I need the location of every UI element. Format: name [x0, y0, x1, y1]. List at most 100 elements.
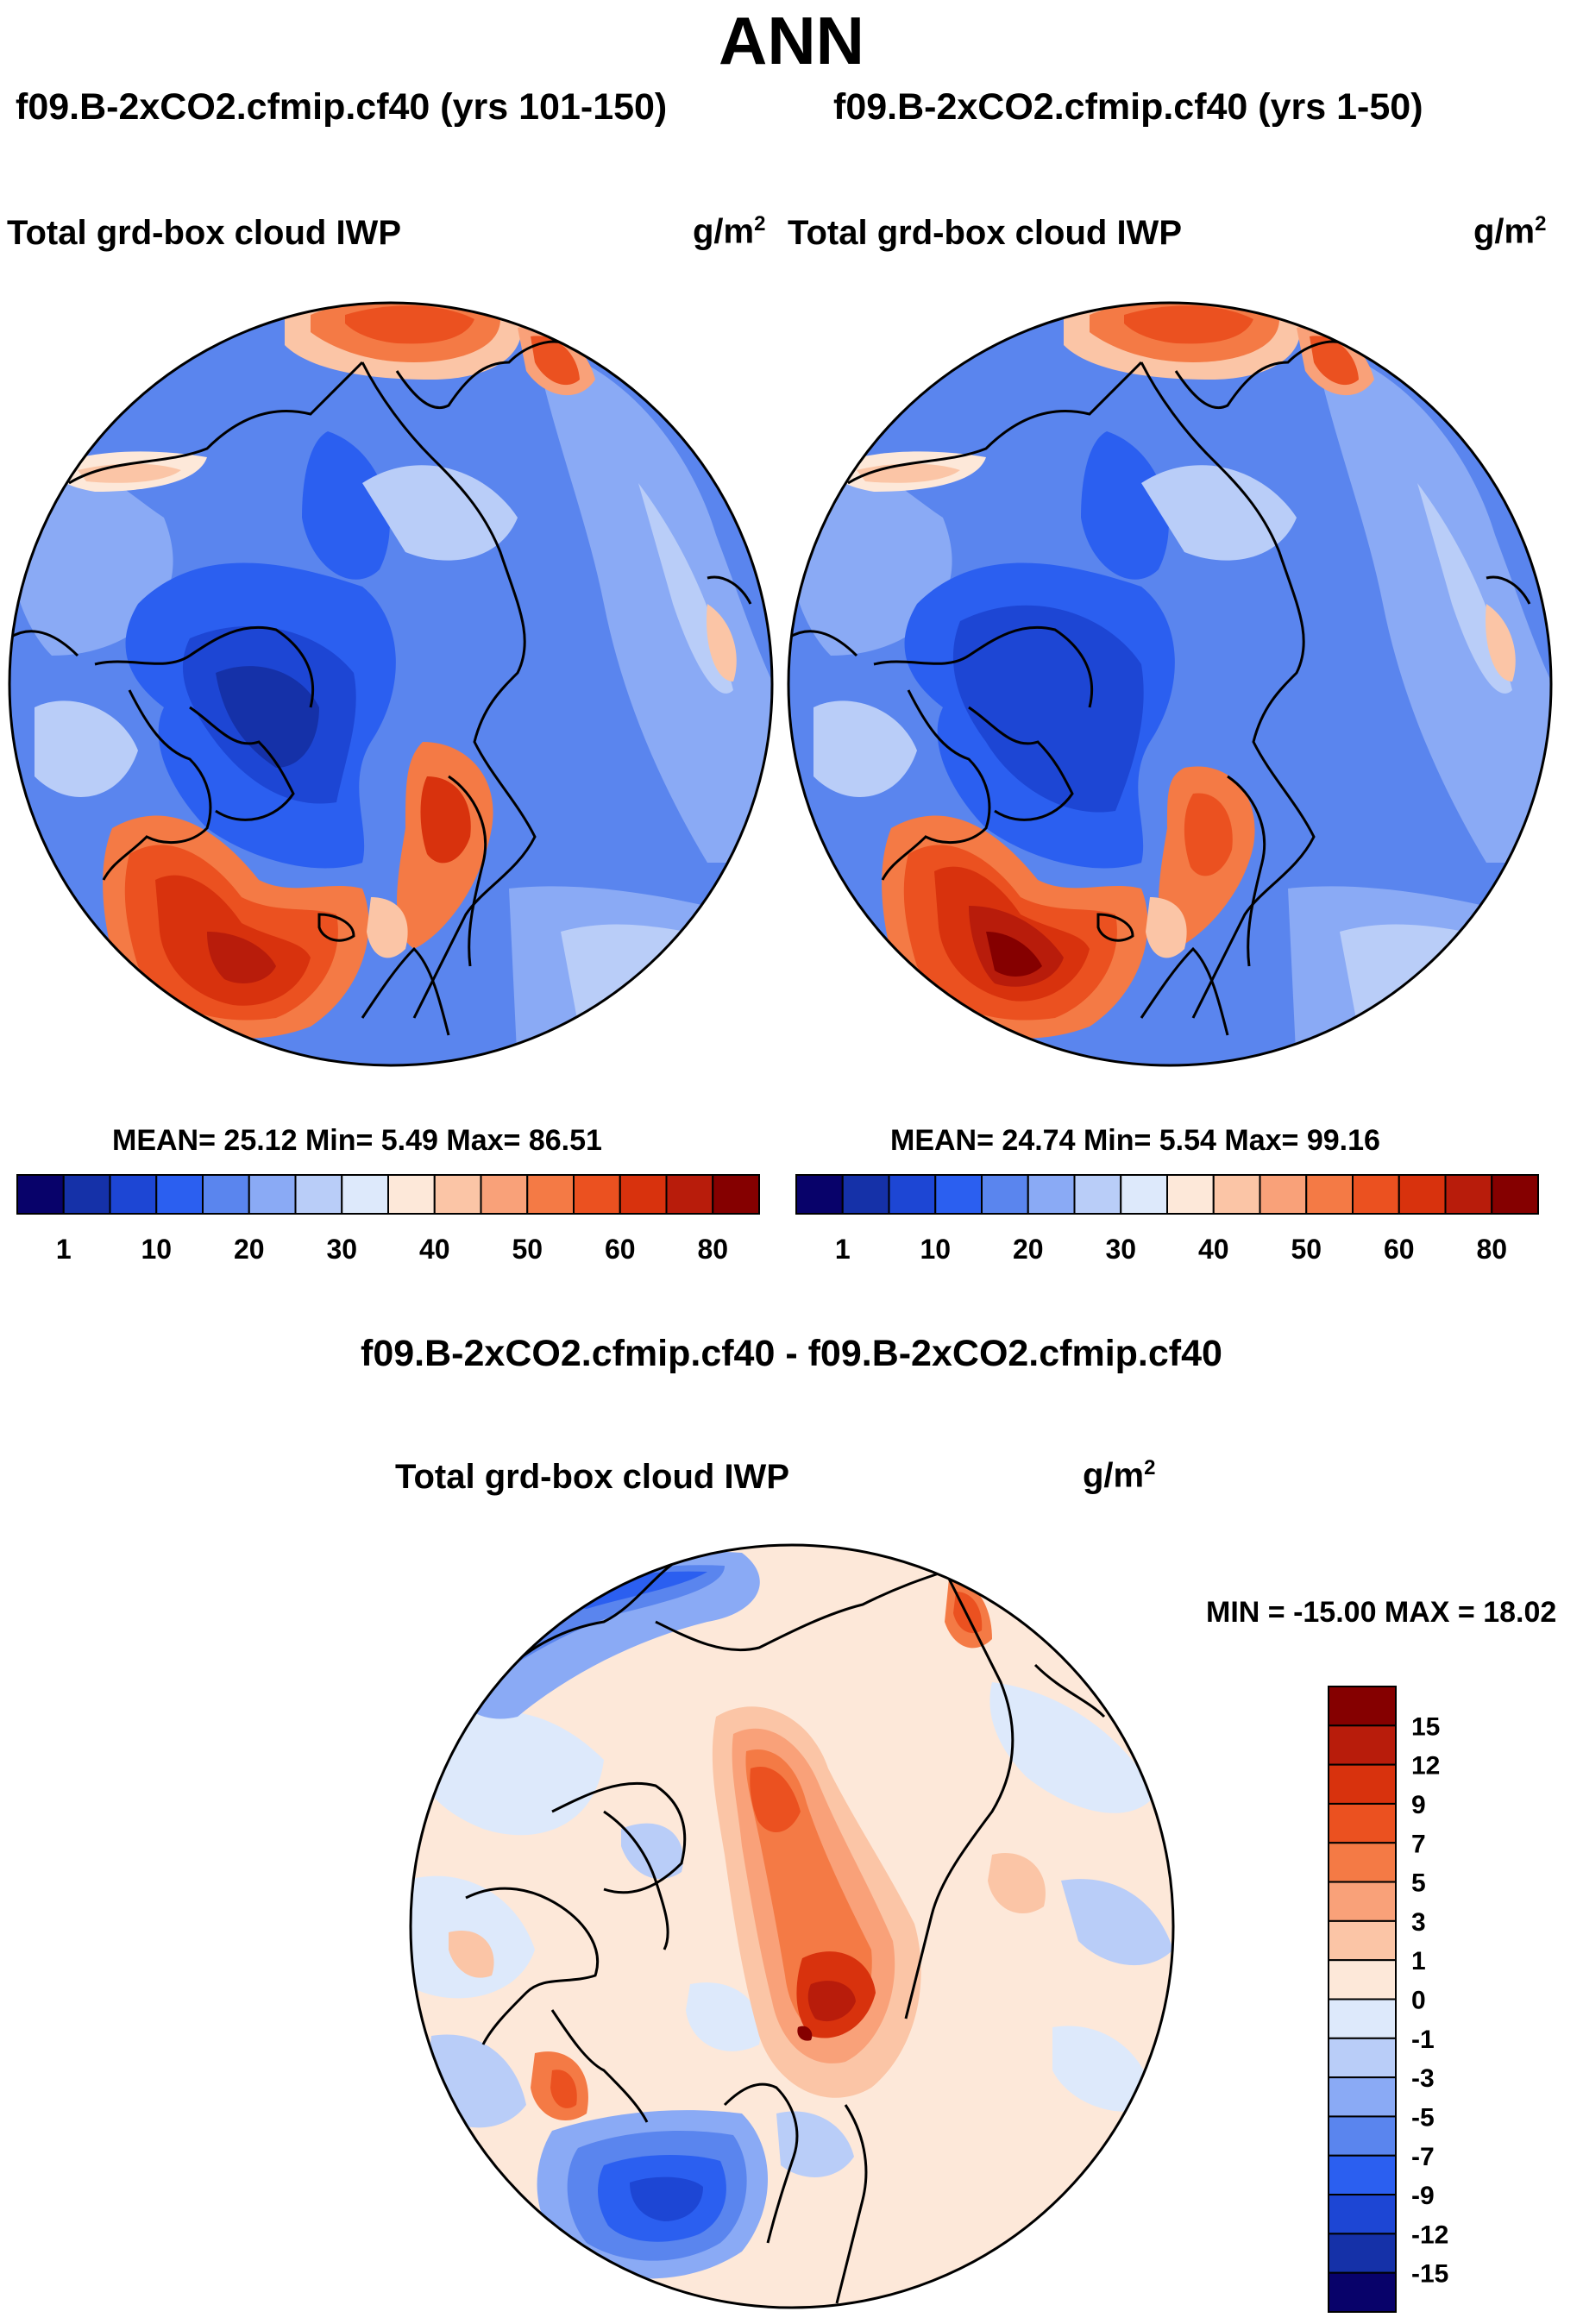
diff-colorbar-tick-label: -3: [1411, 2064, 1435, 2093]
panel2-coastlines: [788, 340, 1531, 1036]
panel1-colorbar-tick-label: 80: [697, 1234, 728, 1265]
diff-map: [411, 1545, 1173, 2308]
panel2-colorbar-tick-label: 40: [1198, 1234, 1229, 1265]
panel2-colorbar-box: [841, 1174, 890, 1215]
diff-colorbar-box: [1328, 1842, 1397, 1883]
diff-colorbar-box: [1328, 2076, 1397, 2118]
panel1-title: f09.B-2xCO2.cfmip.cf40 (yrs 101-150): [16, 86, 668, 128]
diff-colorbar-box: [1328, 1802, 1397, 1844]
panel2-colorbar-box: [1259, 1174, 1308, 1215]
panel2-colorbar-box: [795, 1174, 844, 1215]
panel2-colorbar-box: [1491, 1174, 1539, 1215]
panel1-coastlines: [9, 340, 752, 1036]
panel2-colorbar-box: [1073, 1174, 1122, 1215]
diff-colorbar-tick-label: 1: [1411, 1947, 1426, 1975]
panel2-units: g/m2: [1473, 212, 1547, 251]
panel2-colorbar-box: [1166, 1174, 1215, 1215]
diff-colorbar-box: [1328, 2037, 1397, 2079]
diff-title: f09.B-2xCO2.cfmip.cf40 - f09.B-2xCO2.cfm…: [361, 1333, 1222, 1374]
panel1-colorbar-box: [480, 1174, 529, 1215]
panel1-colorbar-tick-label: 1: [56, 1234, 72, 1265]
panel2-colorbar-box: [1212, 1174, 1261, 1215]
panel1-colorbar-box: [387, 1174, 436, 1215]
diff-colorbar-box: [1328, 1959, 1397, 2001]
panel2-colorbar: 1 10 20 30 40 50 60 80: [795, 1174, 1539, 1265]
diff-colorbar-tick-label: -5: [1411, 2103, 1435, 2132]
panel2-map-border: [787, 301, 1553, 1067]
panel2-colorbar-box: [934, 1174, 983, 1215]
panel2-colorbar-box: [1120, 1174, 1168, 1215]
diff-colorbar-tick-label: -7: [1411, 2143, 1435, 2171]
panel1-colorbar-box: [248, 1174, 297, 1215]
panel2-colorbar-tick-label: 80: [1476, 1234, 1507, 1265]
panel1-colorbar-box: [16, 1174, 65, 1215]
panel2-colorbar-box: [981, 1174, 1029, 1215]
diff-colorbar-box: [1328, 1763, 1397, 1805]
panel2-stats: MEAN= 24.74 Min= 5.54 Max= 99.16: [890, 1124, 1380, 1157]
panel1-colorbar-box: [433, 1174, 482, 1215]
panel1-field-label: Total grd-box cloud IWP: [7, 214, 401, 252]
panel1-colorbar-tick-label: 50: [512, 1234, 543, 1265]
diff-colorbar-box: [1328, 2115, 1397, 2157]
diff-colorbar-tick-label: -1: [1411, 2026, 1435, 2054]
panel1-colorbar-box: [155, 1174, 204, 1215]
diff-colorbar-tick-label: -15: [1411, 2260, 1448, 2289]
panel2-map: [788, 303, 1551, 1065]
panel1-colorbar-box: [712, 1174, 760, 1215]
diff-stats: MIN = -15.00 MAX = 18.02: [1206, 1596, 1557, 1629]
panel1-colorbar-tick-label: 40: [419, 1234, 450, 1265]
figure-title: ANN: [719, 3, 864, 79]
panel1-units: g/m2: [693, 212, 766, 251]
panel1-map-border: [8, 301, 774, 1067]
panel2-colorbar-box: [888, 1174, 937, 1215]
diff-colorbar-tick-label: 0: [1411, 1987, 1426, 2015]
diff-colorbar-box: [1328, 1998, 1397, 2039]
panel1-colorbar-box: [665, 1174, 714, 1215]
panel1-colorbar-box: [294, 1174, 343, 1215]
panel1-colorbar-box: [62, 1174, 111, 1215]
panel1-colorbar-tick-label: 60: [605, 1234, 636, 1265]
panel1-stats: MEAN= 25.12 Min= 5.49 Max= 86.51: [112, 1124, 602, 1157]
diff-colorbar-tick-label: 5: [1411, 1869, 1426, 1898]
diff-coastlines: [465, 1551, 1106, 2304]
diff-colorbar-tick-label: -12: [1411, 2220, 1448, 2249]
diff-colorbar-tick-label: 12: [1411, 1752, 1440, 1781]
diff-colorbar-tick-label: 9: [1411, 1791, 1426, 1819]
panel2-colorbar-tick-label: 50: [1291, 1234, 1322, 1265]
panel1-colorbar-box: [526, 1174, 575, 1215]
panel1-colorbar-tick-label: 10: [141, 1234, 172, 1265]
diff-map-border: [409, 1543, 1175, 2309]
diff-colorbar: 15 12 9 7 5 3 1 0 -1 -3 -5 -7 -9 -12 -15: [1328, 1686, 1448, 2313]
diff-colorbar-box: [1328, 2233, 1397, 2274]
diff-units: g/m2: [1083, 1456, 1156, 1495]
panel1-colorbar-tick-label: 20: [234, 1234, 265, 1265]
diff-colorbar-box: [1328, 2271, 1397, 2313]
panel2-colorbar-box: [1305, 1174, 1354, 1215]
panel1-map: [9, 303, 772, 1065]
diff-field-label: Total grd-box cloud IWP: [395, 1458, 789, 1496]
panel1-colorbar: 1 10 20 30 40 50 60 80: [16, 1174, 760, 1265]
panel1-colorbar-box: [573, 1174, 621, 1215]
panel2-colorbar-box: [1398, 1174, 1447, 1215]
diff-colorbar-tick-label: -9: [1411, 2182, 1435, 2210]
panel2-colorbar-tick-label: 60: [1384, 1234, 1415, 1265]
panel2-title: f09.B-2xCO2.cfmip.cf40 (yrs 1-50): [833, 86, 1423, 128]
diff-colorbar-box: [1328, 1686, 1397, 1727]
diff-colorbar-box: [1328, 2194, 1397, 2235]
panel1-colorbar-box: [619, 1174, 668, 1215]
diff-colorbar-box: [1328, 1919, 1397, 1962]
panel1-colorbar-box: [341, 1174, 389, 1215]
diff-colorbar-box: [1328, 1881, 1397, 1922]
panel2-colorbar-box: [1352, 1174, 1400, 1215]
panel1-colorbar-box: [109, 1174, 158, 1215]
diff-colorbar-tick-label: 7: [1411, 1830, 1426, 1858]
diff-colorbar-box: [1328, 1724, 1397, 1766]
panel2-colorbar-tick-label: 30: [1105, 1234, 1136, 1265]
panel2-colorbar-tick-label: 20: [1013, 1234, 1044, 1265]
panel2-field-label: Total grd-box cloud IWP: [788, 214, 1182, 252]
panel1-colorbar-tick-label: 30: [326, 1234, 357, 1265]
panel2-colorbar-tick-label: 1: [835, 1234, 851, 1265]
diff-colorbar-tick-label: 3: [1411, 1908, 1426, 1937]
panel2-colorbar-tick-label: 10: [920, 1234, 951, 1265]
